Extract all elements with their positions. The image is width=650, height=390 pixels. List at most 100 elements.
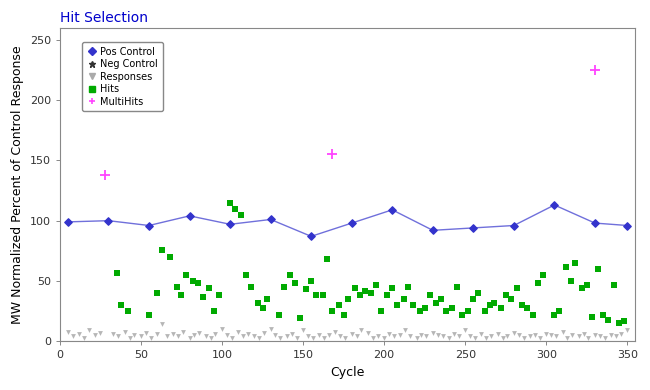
Point: [560, 263, 571, 269]
Point: [392, 302, 402, 308]
Point: [384, 331, 394, 337]
Point: [287, 331, 297, 337]
Point: [428, 330, 438, 336]
Point: [496, 305, 506, 311]
Point: [541, 331, 551, 337]
Point: [411, 335, 422, 341]
Point: [405, 333, 415, 340]
Point: [306, 233, 317, 239]
Point: [103, 218, 114, 224]
Point: [294, 315, 305, 321]
Point: [476, 331, 487, 337]
Point: [324, 332, 334, 339]
Point: [517, 302, 527, 308]
Point: [290, 280, 300, 287]
Point: [217, 326, 228, 332]
Point: [573, 333, 584, 340]
Y-axis label: MW Normalized Percent of Control Response: MW Normalized Percent of Control Respons…: [11, 45, 24, 324]
Point: [599, 335, 610, 341]
Point: [311, 292, 321, 299]
Point: [395, 332, 406, 339]
Point: [551, 333, 561, 340]
Point: [468, 296, 478, 302]
Point: [387, 207, 397, 213]
Point: [554, 308, 564, 314]
Point: [229, 206, 240, 212]
Point: [262, 296, 272, 302]
Point: [124, 335, 135, 341]
Point: [359, 287, 370, 294]
Point: [259, 330, 269, 336]
Point: [622, 222, 632, 229]
Point: [146, 335, 156, 341]
Point: [322, 256, 333, 262]
Point: [460, 327, 471, 333]
Point: [201, 333, 211, 340]
Point: [528, 312, 538, 318]
Point: [590, 332, 600, 339]
Point: [489, 300, 500, 306]
Point: [333, 302, 344, 308]
Point: [306, 278, 317, 284]
Point: [538, 272, 548, 278]
Point: [400, 327, 410, 333]
Point: [473, 290, 484, 296]
Point: [165, 254, 176, 260]
Point: [509, 330, 519, 336]
Point: [457, 312, 467, 318]
Point: [616, 331, 626, 337]
Point: [136, 333, 146, 340]
Point: [493, 331, 503, 337]
Point: [205, 335, 216, 341]
Point: [586, 314, 597, 320]
Point: [376, 308, 386, 314]
Point: [619, 318, 629, 324]
Point: [567, 332, 577, 339]
Point: [454, 333, 464, 340]
Point: [546, 332, 556, 339]
Point: [484, 302, 495, 308]
Point: [611, 333, 621, 340]
Point: [116, 302, 127, 308]
Point: [470, 335, 480, 341]
Point: [285, 272, 295, 278]
Point: [265, 326, 276, 332]
Point: [339, 312, 349, 318]
Point: [249, 333, 259, 340]
Point: [403, 284, 413, 290]
Point: [590, 220, 600, 226]
Point: [246, 284, 256, 290]
Point: [346, 331, 357, 337]
Point: [486, 333, 497, 340]
Point: [415, 308, 425, 314]
Point: [522, 305, 532, 311]
Point: [389, 333, 399, 340]
Point: [111, 269, 122, 276]
Point: [327, 308, 337, 314]
Point: [84, 327, 94, 333]
Point: [63, 328, 73, 335]
Point: [79, 335, 89, 341]
Point: [500, 292, 511, 299]
Point: [387, 285, 397, 291]
Point: [257, 305, 268, 311]
Point: [463, 308, 474, 314]
Point: [241, 272, 252, 278]
Point: [152, 331, 162, 337]
Point: [314, 332, 324, 339]
Point: [120, 328, 130, 335]
Point: [204, 285, 214, 291]
Text: Hit Selection: Hit Selection: [60, 11, 148, 25]
Point: [242, 331, 253, 337]
Point: [140, 330, 151, 336]
Point: [225, 221, 235, 227]
Point: [421, 333, 432, 340]
Point: [307, 335, 318, 341]
Point: [113, 333, 124, 340]
Point: [335, 333, 346, 340]
Point: [519, 335, 529, 341]
Point: [274, 312, 284, 318]
Point: [222, 332, 232, 339]
Point: [346, 220, 357, 226]
Point: [549, 312, 560, 318]
